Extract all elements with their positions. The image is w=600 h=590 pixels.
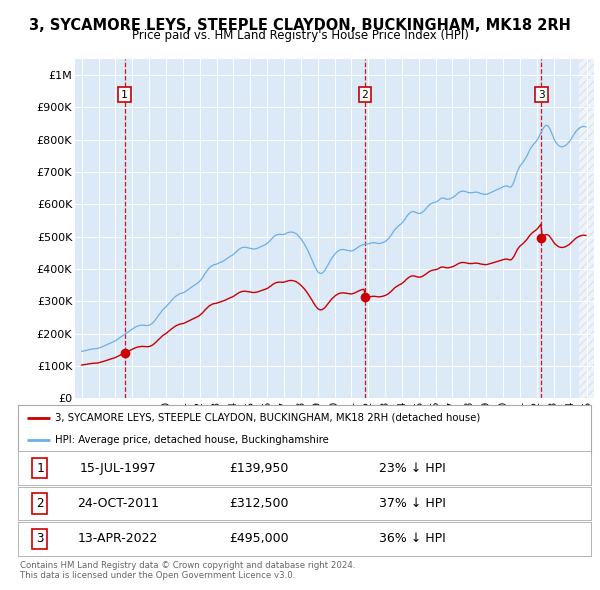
Text: £312,500: £312,500 <box>229 497 289 510</box>
Text: 3: 3 <box>538 90 545 100</box>
Text: £495,000: £495,000 <box>229 532 289 546</box>
Text: Contains HM Land Registry data © Crown copyright and database right 2024.
This d: Contains HM Land Registry data © Crown c… <box>20 560 355 580</box>
Text: 1: 1 <box>36 461 44 475</box>
Text: 13-APR-2022: 13-APR-2022 <box>78 532 158 546</box>
Text: 36% ↓ HPI: 36% ↓ HPI <box>379 532 446 546</box>
Text: £139,950: £139,950 <box>229 461 289 475</box>
Text: 37% ↓ HPI: 37% ↓ HPI <box>379 497 446 510</box>
Text: 23% ↓ HPI: 23% ↓ HPI <box>379 461 446 475</box>
Text: Price paid vs. HM Land Registry's House Price Index (HPI): Price paid vs. HM Land Registry's House … <box>131 30 469 42</box>
Text: 2: 2 <box>362 90 368 100</box>
Text: 1: 1 <box>121 90 128 100</box>
Text: 2: 2 <box>36 497 44 510</box>
Text: 3: 3 <box>36 532 44 546</box>
Text: 3, SYCAMORE LEYS, STEEPLE CLAYDON, BUCKINGHAM, MK18 2RH (detached house): 3, SYCAMORE LEYS, STEEPLE CLAYDON, BUCKI… <box>55 413 481 423</box>
Text: 24-OCT-2011: 24-OCT-2011 <box>77 497 159 510</box>
Text: 3, SYCAMORE LEYS, STEEPLE CLAYDON, BUCKINGHAM, MK18 2RH: 3, SYCAMORE LEYS, STEEPLE CLAYDON, BUCKI… <box>29 18 571 32</box>
Bar <box>579 59 594 398</box>
Text: HPI: Average price, detached house, Buckinghamshire: HPI: Average price, detached house, Buck… <box>55 435 329 445</box>
Text: 15-JUL-1997: 15-JUL-1997 <box>80 461 157 475</box>
